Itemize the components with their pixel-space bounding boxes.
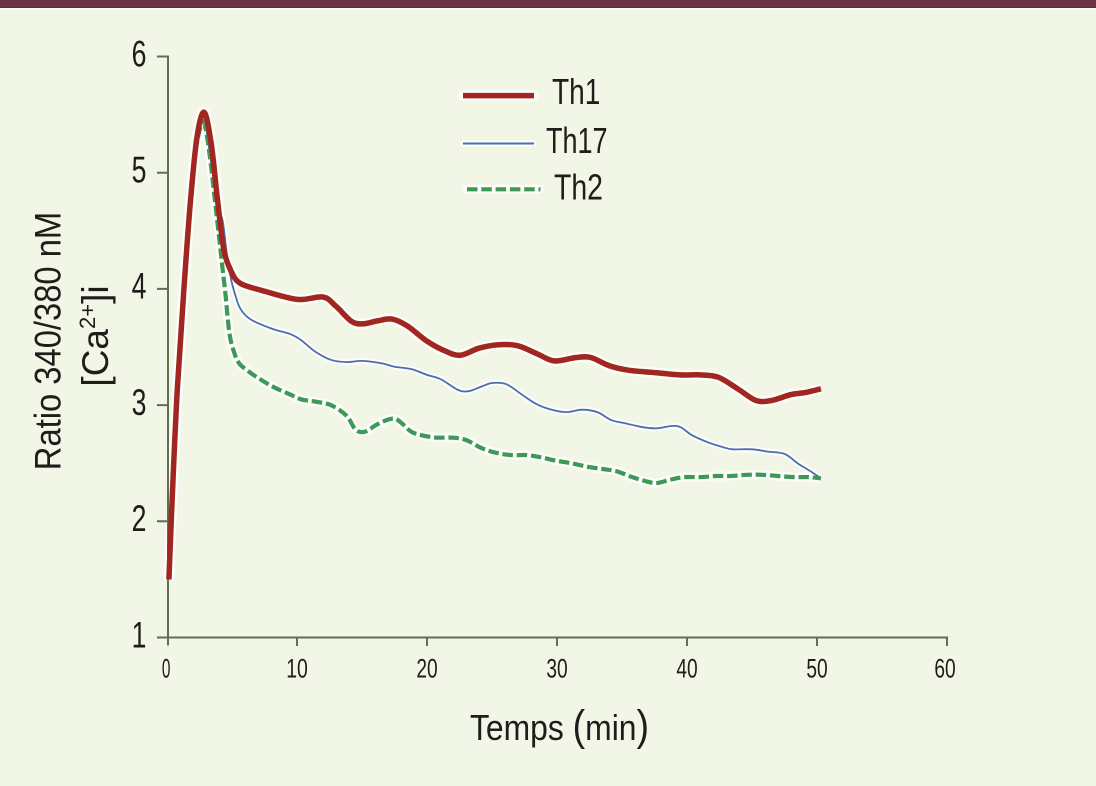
svg-text:Th1: Th1 (552, 72, 600, 112)
svg-text:4: 4 (132, 265, 147, 306)
svg-text:30: 30 (546, 653, 567, 683)
svg-text:Temps (min): Temps (min) (470, 702, 649, 750)
svg-text:40: 40 (676, 653, 697, 683)
svg-text:3: 3 (132, 382, 147, 423)
svg-text:60: 60 (934, 653, 955, 683)
svg-text:50: 50 (806, 653, 827, 683)
svg-text:6: 6 (132, 33, 147, 74)
svg-text:5: 5 (132, 149, 147, 190)
svg-text:0: 0 (162, 653, 171, 684)
svg-text:[Ca2+]i: [Ca2+]i (75, 285, 116, 386)
svg-text:2: 2 (132, 498, 147, 539)
svg-text:10: 10 (286, 654, 308, 684)
svg-text:Ratio 340/380 nM: Ratio 340/380 nM (28, 212, 69, 470)
svg-text:Th2: Th2 (554, 167, 603, 207)
svg-text:Th17: Th17 (546, 120, 608, 161)
svg-text:20: 20 (416, 653, 437, 683)
svg-text:1: 1 (132, 614, 147, 655)
